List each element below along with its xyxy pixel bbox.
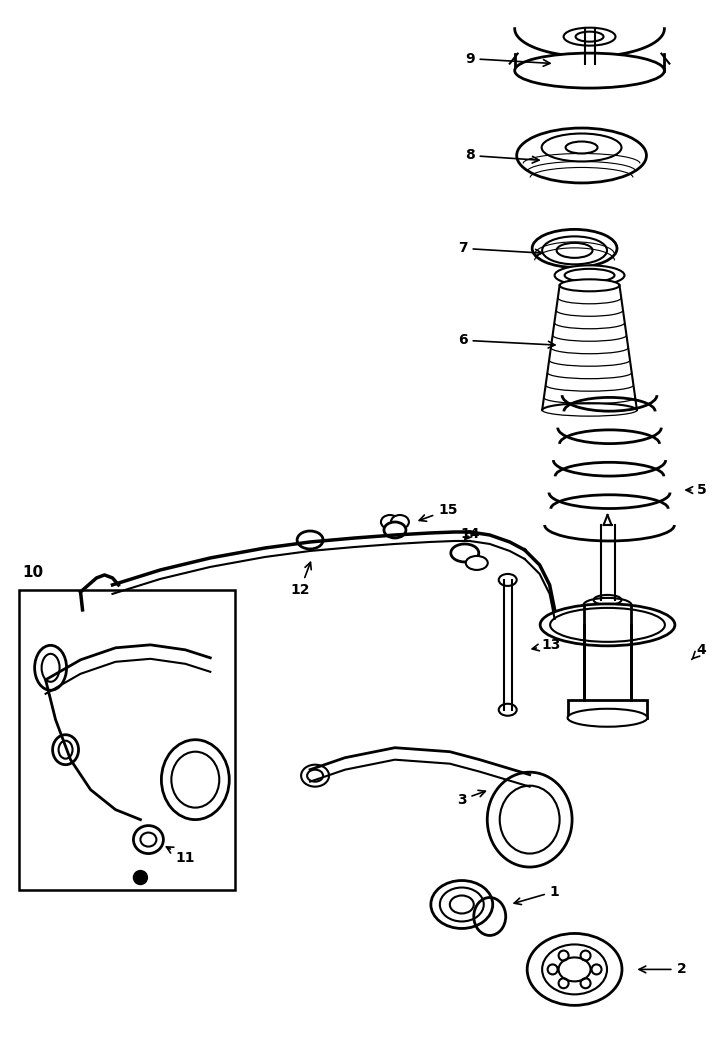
Ellipse shape xyxy=(560,280,619,291)
Ellipse shape xyxy=(391,515,409,529)
Ellipse shape xyxy=(594,595,621,605)
Ellipse shape xyxy=(297,531,323,549)
Text: 13: 13 xyxy=(532,638,561,652)
Ellipse shape xyxy=(384,522,406,538)
Ellipse shape xyxy=(540,604,675,646)
Text: 15: 15 xyxy=(420,503,458,521)
Text: 5: 5 xyxy=(686,483,706,497)
Ellipse shape xyxy=(515,53,664,88)
Bar xyxy=(568,699,647,718)
Ellipse shape xyxy=(555,265,624,286)
Ellipse shape xyxy=(133,826,163,853)
Ellipse shape xyxy=(381,515,399,529)
Ellipse shape xyxy=(556,243,593,258)
Bar xyxy=(19,589,236,890)
Ellipse shape xyxy=(488,773,572,867)
Ellipse shape xyxy=(161,740,229,820)
Text: 4: 4 xyxy=(692,643,706,660)
Text: 8: 8 xyxy=(465,149,539,163)
Ellipse shape xyxy=(52,735,79,764)
Ellipse shape xyxy=(451,544,479,562)
Text: 11: 11 xyxy=(166,847,195,865)
Text: 9: 9 xyxy=(465,51,550,66)
Ellipse shape xyxy=(568,709,647,727)
Text: 14: 14 xyxy=(460,527,480,541)
Ellipse shape xyxy=(565,269,614,282)
Circle shape xyxy=(133,870,147,885)
Text: 7: 7 xyxy=(458,242,542,257)
Ellipse shape xyxy=(466,556,488,570)
Ellipse shape xyxy=(527,934,622,1005)
Text: 2: 2 xyxy=(639,962,686,977)
Ellipse shape xyxy=(34,645,67,690)
Ellipse shape xyxy=(532,229,617,267)
Ellipse shape xyxy=(563,27,616,46)
Text: 10: 10 xyxy=(23,565,44,580)
Ellipse shape xyxy=(566,141,598,154)
Ellipse shape xyxy=(431,881,493,929)
Ellipse shape xyxy=(576,31,604,42)
Text: 6: 6 xyxy=(458,333,555,348)
Ellipse shape xyxy=(499,704,517,716)
Text: 3: 3 xyxy=(457,790,485,806)
Ellipse shape xyxy=(517,128,647,183)
Ellipse shape xyxy=(301,764,329,786)
Ellipse shape xyxy=(542,237,607,264)
Ellipse shape xyxy=(499,574,517,586)
Ellipse shape xyxy=(541,134,621,161)
Text: 1: 1 xyxy=(514,885,559,905)
Text: 12: 12 xyxy=(291,562,311,597)
